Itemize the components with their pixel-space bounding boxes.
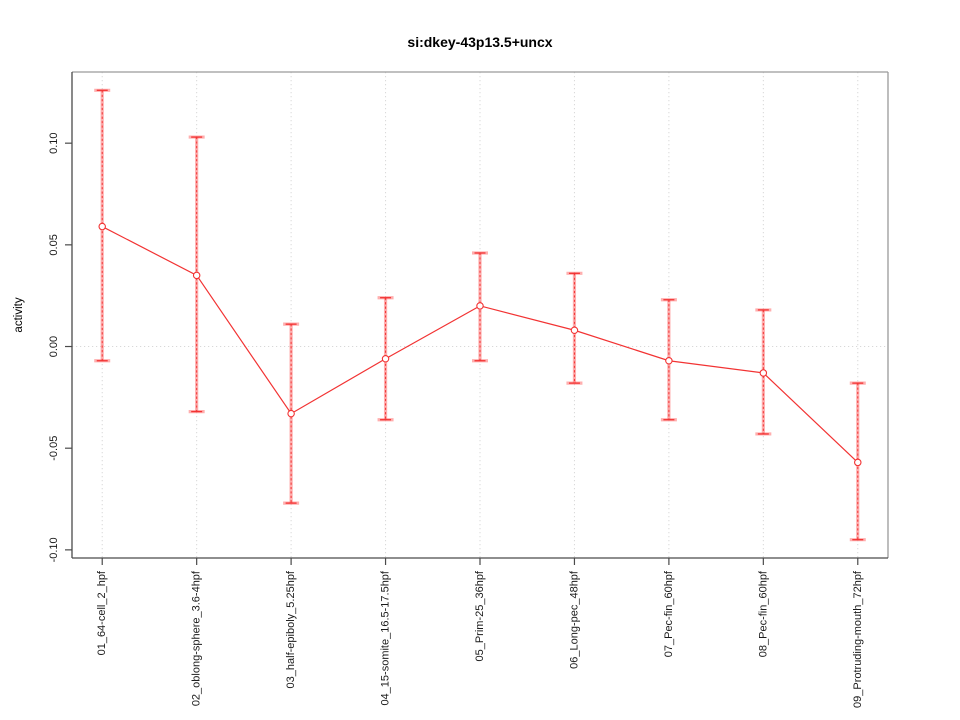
data-point — [759, 369, 768, 377]
y-tick-labels: -0.10 -0.05 0.00 0.05 0.10 — [48, 132, 60, 562]
x-tick-label: 01_64-cell_2_hpf — [96, 570, 108, 655]
y-tick-label: 0.10 — [48, 132, 60, 153]
x-tick-labels: 01_64-cell_2_hpf 02_oblong-sphere_3.6-4hp… — [96, 570, 864, 708]
x-tick-label: 07_Pec-fin_60hpf — [663, 570, 675, 657]
x-tick-label: 08_Pec-fin_60hpf — [757, 570, 769, 657]
y-tick-label: -0.10 — [48, 537, 60, 562]
x-tick-label: 04_15-somite_16.5-17.5hpf — [380, 570, 392, 705]
data-point — [854, 458, 862, 467]
y-tick-label: 0.00 — [48, 336, 60, 357]
chart-title: si:dkey-43p13.5+uncx — [407, 34, 552, 50]
y-axis-label: activity — [13, 297, 25, 332]
data-points — [98, 222, 862, 467]
axis-ticks — [65, 142, 859, 565]
data-point — [98, 222, 106, 231]
x-tick-label: 02_oblong-sphere_3.6-4hpf — [191, 570, 203, 706]
data-point — [476, 302, 484, 310]
x-tick-label: 09_Protruding-mouth_72hpf — [852, 570, 864, 708]
data-point — [381, 354, 390, 363]
x-tick-label: 06_Long-pec_48hpf — [568, 570, 580, 669]
data-point — [665, 357, 673, 365]
x-tick-label: 03_half-epiboly_5.25hpf — [285, 570, 297, 688]
data-point — [192, 271, 201, 280]
y-tick-label: 0.05 — [48, 234, 60, 255]
x-tick-label: 05_Prim-25_36hpf — [474, 570, 486, 661]
data-point — [287, 409, 295, 418]
y-tick-label: -0.05 — [48, 436, 60, 461]
data-point — [570, 326, 579, 335]
